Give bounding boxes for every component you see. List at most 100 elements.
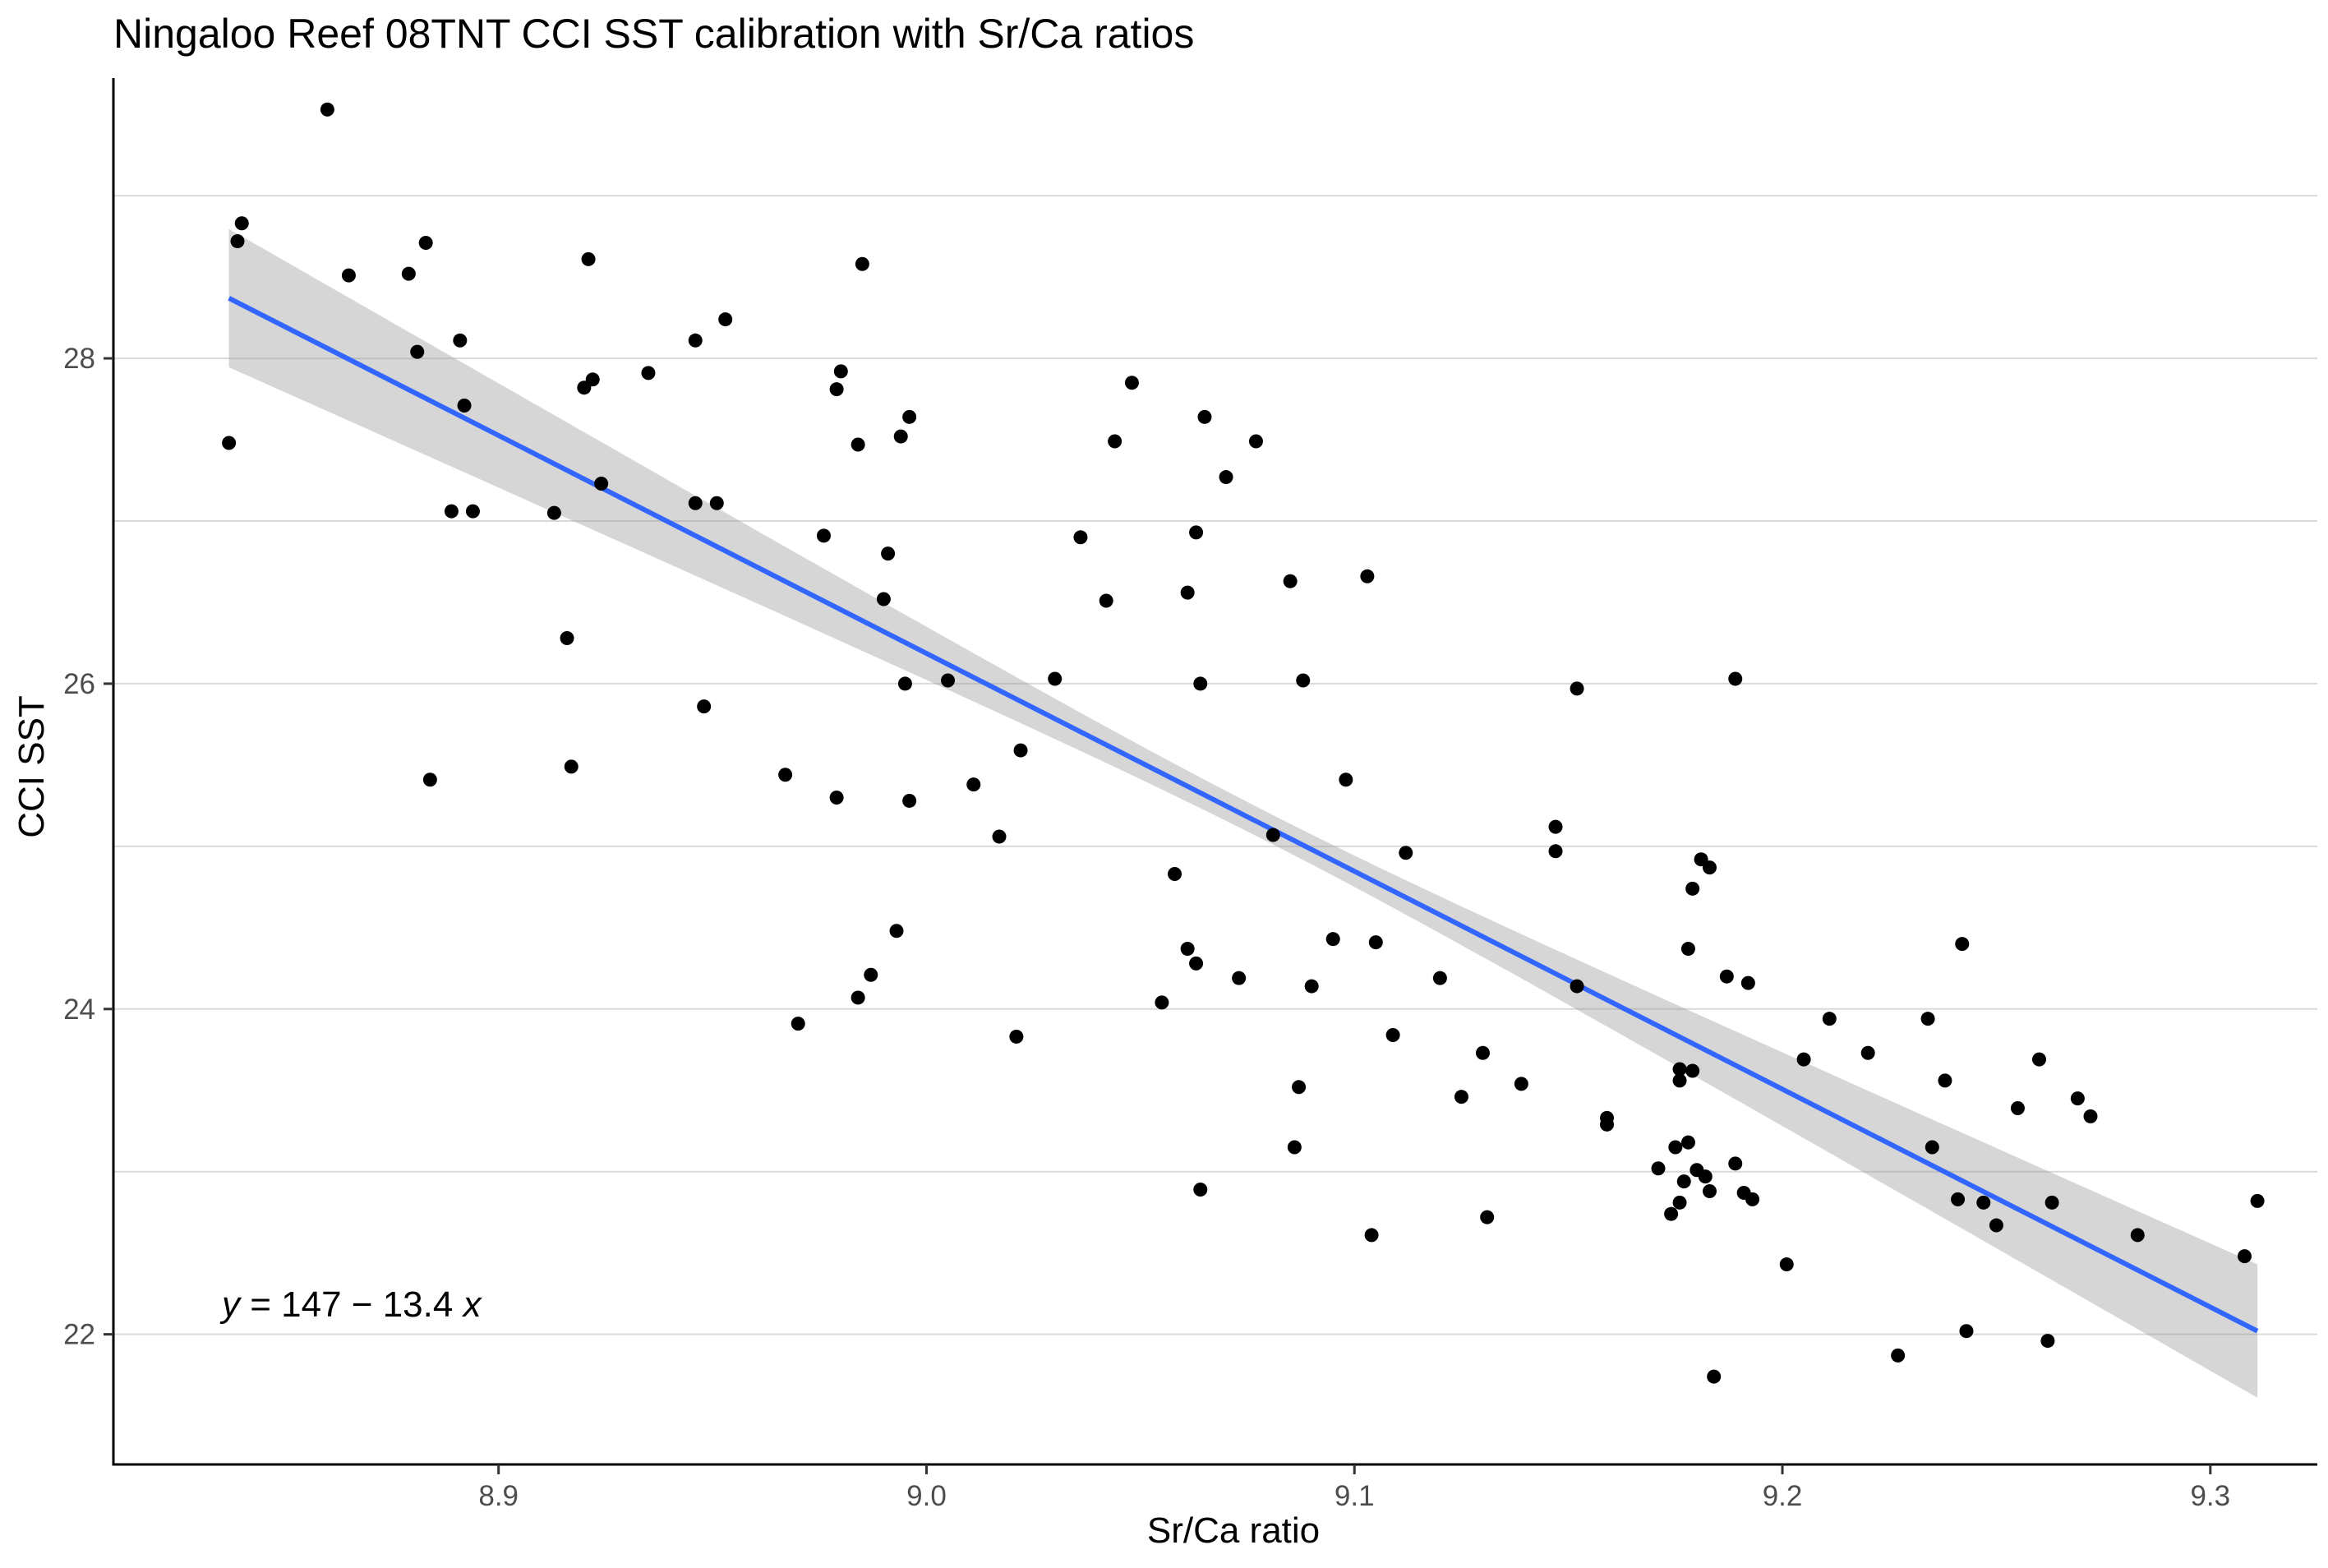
- data-point: [855, 256, 869, 271]
- data-point: [1048, 671, 1063, 686]
- data-point: [1680, 942, 1695, 957]
- data-point: [1193, 676, 1208, 691]
- data-point: [1368, 935, 1383, 950]
- data-point: [465, 504, 480, 519]
- data-point: [1475, 1045, 1490, 1060]
- data-point: [410, 344, 425, 359]
- data-point: [1180, 585, 1195, 600]
- data-point: [1920, 1012, 1935, 1026]
- axes: [112, 78, 2317, 1466]
- regression-line: [228, 296, 2259, 1334]
- data-point: [718, 312, 733, 327]
- data-point: [1860, 1045, 1875, 1060]
- data-point: [1822, 1012, 1837, 1026]
- data-point: [1265, 828, 1280, 842]
- x-tick-label: 8.9: [478, 1480, 519, 1512]
- data-point: [2031, 1052, 2046, 1067]
- data-point: [1009, 1029, 1024, 1044]
- data-point: [2237, 1249, 2252, 1264]
- regression-equation: y = 147 − 13.4 x: [219, 1284, 483, 1325]
- data-point: [1364, 1228, 1379, 1243]
- regression-fit-line: [228, 296, 2259, 1334]
- data-point: [829, 382, 844, 397]
- data-point: [902, 409, 917, 424]
- data-point: [418, 236, 433, 251]
- data-point: [2044, 1195, 2059, 1210]
- data-point: [1304, 979, 1319, 994]
- data-point: [2010, 1101, 2025, 1116]
- data-point: [1360, 569, 1375, 583]
- data-point: [1676, 1174, 1691, 1189]
- data-point: [564, 759, 579, 774]
- data-point: [1685, 1063, 1700, 1078]
- data-point: [1728, 671, 1743, 686]
- data-point: [1248, 434, 1263, 449]
- data-point: [816, 528, 831, 543]
- data-point: [546, 505, 561, 520]
- data-point: [1925, 1140, 1939, 1155]
- data-point: [1168, 867, 1182, 882]
- data-point: [1548, 844, 1563, 859]
- data-point: [1951, 1192, 1966, 1206]
- data-point: [889, 924, 904, 938]
- equation-x-symbol: x: [462, 1284, 483, 1325]
- data-point: [778, 768, 793, 782]
- data-point: [1155, 995, 1169, 1010]
- data-point: [585, 372, 600, 387]
- data-point: [1702, 1183, 1717, 1198]
- data-point: [1013, 743, 1028, 758]
- data-point: [1745, 1192, 1760, 1206]
- data-point: [453, 333, 468, 348]
- data-point: [897, 676, 912, 691]
- data-point: [422, 772, 437, 787]
- y-tick-label: 28: [63, 343, 95, 375]
- data-point: [1959, 1324, 1974, 1339]
- data-point: [893, 429, 908, 444]
- x-tick-label: 9.1: [1335, 1480, 1375, 1512]
- y-tick-label: 22: [63, 1319, 95, 1351]
- data-point: [1339, 772, 1353, 787]
- data-point: [230, 234, 245, 249]
- data-point: [851, 437, 865, 452]
- chart-title: Ningaloo Reef 08TNT CCI SST calibration …: [113, 11, 1194, 57]
- data-point: [1707, 1369, 1722, 1384]
- data-point: [1719, 969, 1734, 984]
- data-point: [833, 364, 848, 379]
- data-point: [1480, 1210, 1495, 1224]
- data-point: [1193, 1182, 1208, 1197]
- data-point: [1325, 932, 1340, 947]
- data-point: [791, 1017, 805, 1031]
- data-points: [222, 102, 2265, 1384]
- y-axis-ticks: 22 24 26 28: [63, 343, 113, 1351]
- data-point: [1976, 1195, 1991, 1210]
- data-point: [1283, 574, 1298, 588]
- data-point: [1728, 1156, 1743, 1171]
- data-point: [401, 266, 416, 281]
- data-point: [1672, 1062, 1687, 1077]
- data-point: [1938, 1073, 1952, 1088]
- data-point: [941, 673, 956, 688]
- data-point: [1219, 470, 1233, 485]
- y-axis-title: CCI SST: [12, 695, 52, 838]
- grid-lines: [113, 195, 2317, 1335]
- data-point: [1600, 1117, 1615, 1132]
- data-point: [320, 102, 334, 117]
- data-point: [1399, 846, 1413, 860]
- data-point: [688, 333, 703, 348]
- data-point: [1570, 979, 1584, 994]
- data-point: [1570, 681, 1584, 696]
- data-point: [594, 476, 609, 491]
- data-point: [1197, 409, 1212, 424]
- data-point: [1702, 860, 1717, 875]
- data-point: [581, 251, 596, 266]
- data-point: [1955, 937, 1970, 952]
- data-point: [1180, 942, 1195, 957]
- data-point: [560, 631, 574, 646]
- data-point: [1292, 1080, 1307, 1095]
- data-point: [902, 793, 917, 808]
- data-point: [1454, 1090, 1468, 1105]
- data-point: [444, 504, 459, 519]
- data-point: [1296, 673, 1311, 688]
- data-point: [1514, 1077, 1528, 1091]
